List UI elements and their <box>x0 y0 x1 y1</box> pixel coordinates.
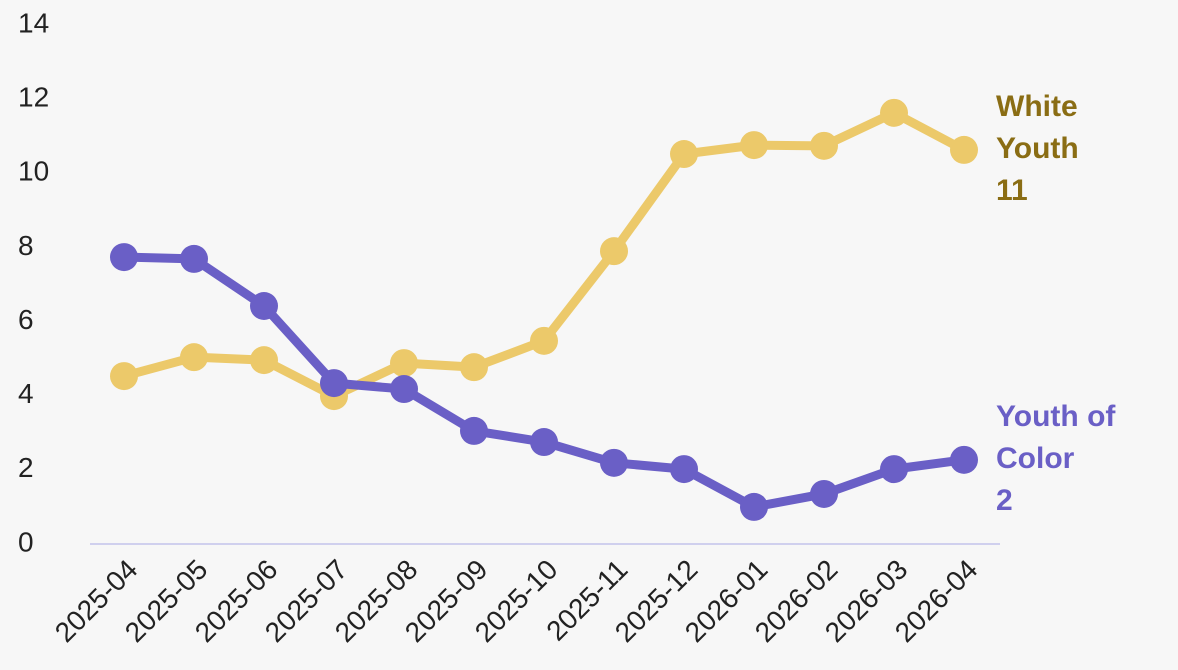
marker <box>880 455 908 484</box>
marker <box>600 448 628 477</box>
y-tick-label: 10 <box>18 156 49 187</box>
line <box>123 252 965 512</box>
series-label: White Youth <box>996 90 1079 165</box>
marker <box>530 428 558 457</box>
marker <box>740 492 768 521</box>
y-tick-label: 12 <box>18 82 49 113</box>
marker <box>460 353 488 382</box>
marker <box>460 416 488 445</box>
y-tick-label: 2 <box>18 452 34 483</box>
y-tick-label: 4 <box>18 378 34 409</box>
series-label: Youth of Color <box>996 400 1116 475</box>
marker <box>390 375 418 404</box>
marker <box>950 445 978 474</box>
marker <box>880 98 908 127</box>
marker <box>810 131 838 160</box>
marker <box>530 326 558 355</box>
marker <box>250 292 278 321</box>
marker <box>950 135 978 164</box>
marker <box>670 140 698 169</box>
marker <box>250 346 278 375</box>
marker <box>600 237 628 266</box>
marker <box>320 369 348 398</box>
marker <box>390 349 418 378</box>
marker <box>110 362 138 391</box>
marker <box>180 244 208 273</box>
y-tick-label: 14 <box>18 7 49 38</box>
value-label: 11 <box>996 174 1028 207</box>
y-tick-label: 6 <box>18 304 34 335</box>
marker <box>670 455 698 484</box>
marker <box>740 131 768 160</box>
marker <box>110 243 138 272</box>
y-tick-label: 8 <box>18 230 34 261</box>
marker <box>810 479 838 508</box>
marker <box>180 343 208 372</box>
value-label: 2 <box>996 484 1013 517</box>
y-tick-label: 0 <box>18 526 34 557</box>
